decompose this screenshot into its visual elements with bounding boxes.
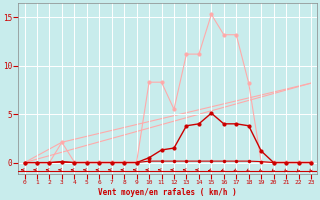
X-axis label: Vent moyen/en rafales ( km/h ): Vent moyen/en rafales ( km/h )	[98, 188, 237, 197]
